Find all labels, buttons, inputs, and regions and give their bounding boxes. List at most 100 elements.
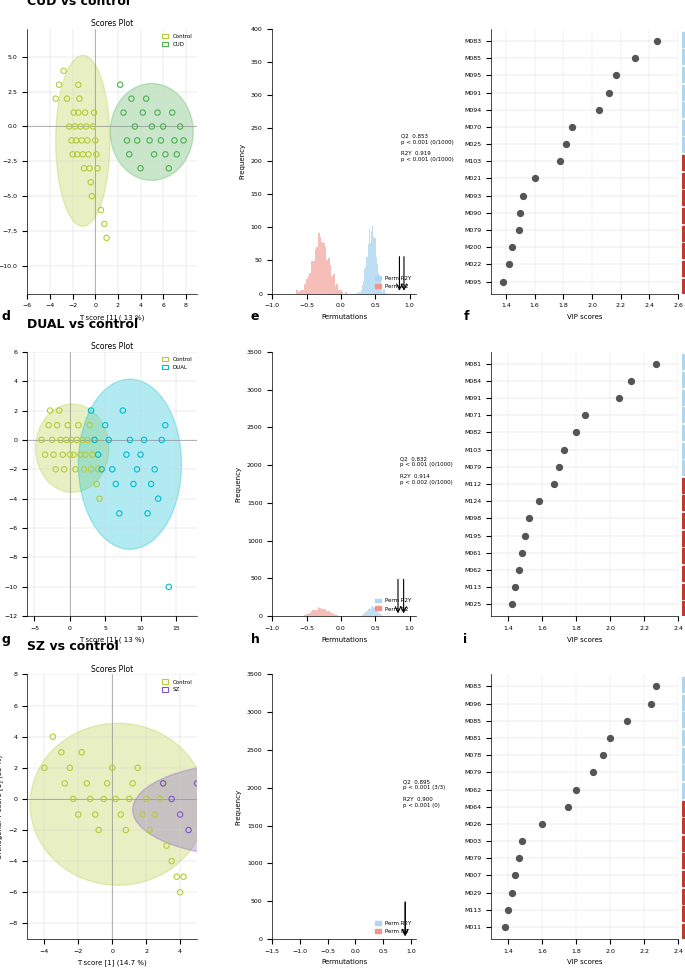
Point [345,806,356,822]
Point [124,146,135,162]
Bar [682,408,685,422]
Point [95,202,106,218]
Point [135,447,146,463]
Bar [333,614,334,617]
Bar [379,275,380,293]
Legend: Perm R2Y, Perm Q2: Perm R2Y, Perm Q2 [373,919,414,936]
X-axis label: VIP scores: VIP scores [567,314,603,319]
Bar [326,611,328,617]
Point [86,462,97,477]
Point [100,417,111,433]
X-axis label: VIP scores: VIP scores [567,959,603,965]
Point [506,596,517,612]
Point [142,505,153,521]
Point [160,417,171,433]
Text: g: g [2,633,11,646]
Point [163,579,174,594]
Bar [326,260,328,293]
Legend: Perm R2Y, Perm Q2: Perm R2Y, Perm Q2 [373,274,414,290]
Bar [682,442,685,458]
Point [571,425,582,440]
Point [163,161,174,176]
Point [225,791,236,806]
Point [603,85,614,101]
Point [140,91,151,106]
Point [158,775,169,791]
Point [651,356,662,372]
Point [121,447,132,463]
Point [89,432,100,447]
Bar [345,292,347,293]
Point [518,188,529,203]
Point [107,462,118,477]
Point [588,765,599,780]
Point [36,432,47,447]
Bar [318,233,320,293]
Point [110,791,121,806]
Point [91,146,102,162]
Point [503,257,514,272]
Point [625,374,636,389]
Bar [299,291,301,293]
Point [43,417,54,433]
Point [513,562,524,578]
Point [79,462,90,477]
Point [59,462,70,477]
Point [175,119,186,135]
Text: DUAL vs control: DUAL vs control [27,318,138,331]
Point [82,775,92,791]
Point [302,791,313,806]
Point [50,462,61,477]
Text: f: f [464,310,469,323]
Bar [313,261,314,293]
Point [82,432,93,447]
Point [58,63,69,78]
Point [160,146,171,162]
Point [88,119,99,135]
Point [144,822,155,837]
X-axis label: T score [1] ( 13 %): T score [1] ( 13 %) [79,314,145,320]
Point [59,775,70,791]
Bar [682,425,685,439]
Point [86,189,97,204]
Bar [682,191,685,205]
Point [71,432,82,447]
Bar [298,291,299,293]
Point [121,822,132,837]
Bar [682,889,685,904]
Bar [682,49,685,64]
X-axis label: VIP scores: VIP scores [567,637,603,643]
Bar [381,286,382,293]
Point [234,775,245,791]
Bar [370,609,371,617]
Point [149,462,160,477]
Bar [340,290,342,293]
Point [520,528,531,543]
Point [605,730,616,745]
Bar [682,584,685,598]
Point [516,545,527,560]
Point [117,403,128,418]
Point [152,105,163,120]
Bar [369,228,370,293]
Point [70,462,81,477]
Point [554,459,565,474]
Bar [370,243,371,293]
Bar [682,530,685,546]
Point [127,775,138,791]
Bar [361,289,362,293]
Bar [372,606,373,617]
Bar [377,612,378,617]
Point [89,432,100,447]
Point [92,462,103,477]
Point [71,133,82,148]
Point [138,432,149,447]
Bar [364,269,365,293]
Text: SZ vs control: SZ vs control [27,640,119,653]
Point [126,91,137,106]
Bar [332,614,333,617]
Point [559,442,570,458]
Point [645,696,656,711]
Bar [373,237,375,293]
Bar [312,611,314,617]
